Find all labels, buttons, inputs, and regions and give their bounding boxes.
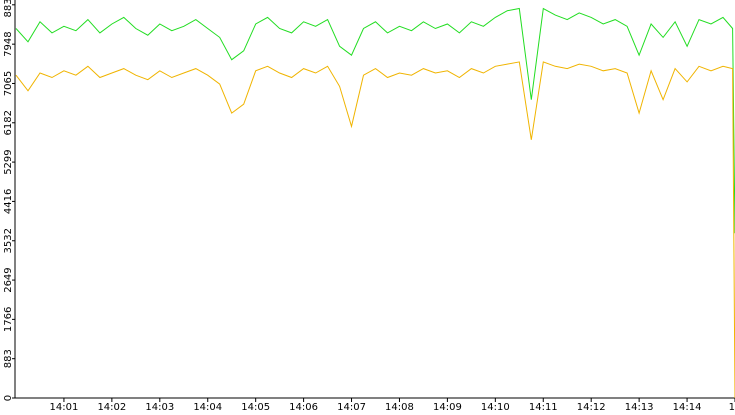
x-tick-label: 14:06 bbox=[289, 402, 318, 413]
y-tick-label: 883 bbox=[3, 349, 14, 368]
y-tick-label: 2649 bbox=[3, 267, 14, 292]
series-line bbox=[15, 7, 735, 234]
x-tick-label: 14 bbox=[729, 402, 735, 413]
x-tick-label: 14:10 bbox=[481, 402, 510, 413]
x-tick-label: 14:07 bbox=[337, 402, 366, 413]
x-tick-label: 14:03 bbox=[145, 402, 174, 413]
y-tick-label: 1766 bbox=[3, 307, 14, 332]
y-tick-label: 7065 bbox=[3, 71, 14, 96]
x-tick-label: 14:08 bbox=[385, 402, 414, 413]
y-tick-label: 4416 bbox=[3, 189, 14, 214]
y-tick-label: 6182 bbox=[3, 110, 14, 135]
x-tick-label: 14:05 bbox=[241, 402, 270, 413]
series-line bbox=[15, 61, 735, 399]
x-tick-label: 14:04 bbox=[193, 402, 222, 413]
x-tick-label: 14:14 bbox=[673, 402, 702, 413]
x-tick-label: 14:09 bbox=[433, 402, 462, 413]
y-tick-label: 3532 bbox=[3, 228, 14, 253]
x-tick-label: 14:02 bbox=[97, 402, 126, 413]
y-tick-label: 5299 bbox=[3, 149, 14, 174]
x-tick-label: 14:12 bbox=[577, 402, 606, 413]
x-tick-label: 14:11 bbox=[529, 402, 558, 413]
x-tick-label: 14:13 bbox=[625, 402, 654, 413]
y-tick-label: 7948 bbox=[3, 31, 14, 56]
x-tick-label: 14:01 bbox=[50, 402, 79, 413]
y-tick-label: 8832 bbox=[3, 0, 14, 18]
y-tick-label: 0 bbox=[3, 395, 14, 401]
